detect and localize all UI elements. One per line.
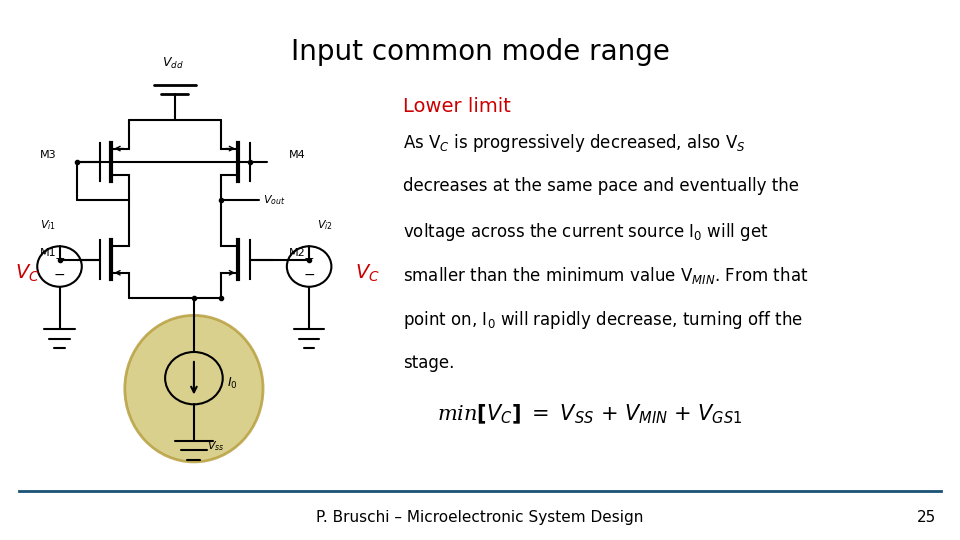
Text: $V_{out}$: $V_{out}$ bbox=[263, 193, 286, 207]
Text: −: − bbox=[54, 268, 65, 282]
Text: M2: M2 bbox=[289, 248, 306, 258]
Text: $I_0$: $I_0$ bbox=[227, 376, 238, 391]
Text: $V_C$: $V_C$ bbox=[15, 263, 40, 284]
Text: Input common mode range: Input common mode range bbox=[291, 38, 669, 66]
Text: $V_{dd}$: $V_{dd}$ bbox=[162, 56, 183, 71]
Text: $V_{ss}$: $V_{ss}$ bbox=[207, 440, 225, 453]
Ellipse shape bbox=[125, 315, 263, 462]
Text: +: + bbox=[54, 252, 65, 265]
Text: $V_C$: $V_C$ bbox=[355, 263, 380, 284]
Text: point on, I$_0$ will rapidly decrease, turning off the: point on, I$_0$ will rapidly decrease, t… bbox=[403, 309, 804, 332]
Text: M4: M4 bbox=[289, 150, 306, 160]
Text: P. Bruschi – Microelectronic System Design: P. Bruschi – Microelectronic System Desi… bbox=[316, 510, 644, 525]
Text: Lower limit: Lower limit bbox=[403, 97, 511, 116]
Text: voltage across the current source I$_0$ will get: voltage across the current source I$_0$ … bbox=[403, 221, 769, 243]
Text: decreases at the same pace and eventually the: decreases at the same pace and eventuall… bbox=[403, 177, 799, 194]
Text: stage.: stage. bbox=[403, 354, 455, 372]
Text: M3: M3 bbox=[39, 150, 57, 160]
Text: smaller than the minimum value V$_{MIN}$. From that: smaller than the minimum value V$_{MIN}$… bbox=[403, 265, 808, 286]
Text: min$\mathbf{[}V_C\mathbf{]}$ $=$ $V_{SS}$ $+$ $V_{MIN}$ $+$ $V_{GS1}$: min$\mathbf{[}V_C\mathbf{]}$ $=$ $V_{SS}… bbox=[437, 402, 742, 426]
Text: $V_{i1}$: $V_{i1}$ bbox=[40, 218, 56, 232]
Text: As V$_C$ is progressively decreased, also V$_S$: As V$_C$ is progressively decreased, als… bbox=[403, 132, 746, 154]
Text: +: + bbox=[303, 252, 315, 265]
Text: M1: M1 bbox=[39, 248, 57, 258]
Text: −: − bbox=[303, 268, 315, 282]
Text: 25: 25 bbox=[917, 510, 936, 525]
Text: $V_{i2}$: $V_{i2}$ bbox=[317, 218, 332, 232]
